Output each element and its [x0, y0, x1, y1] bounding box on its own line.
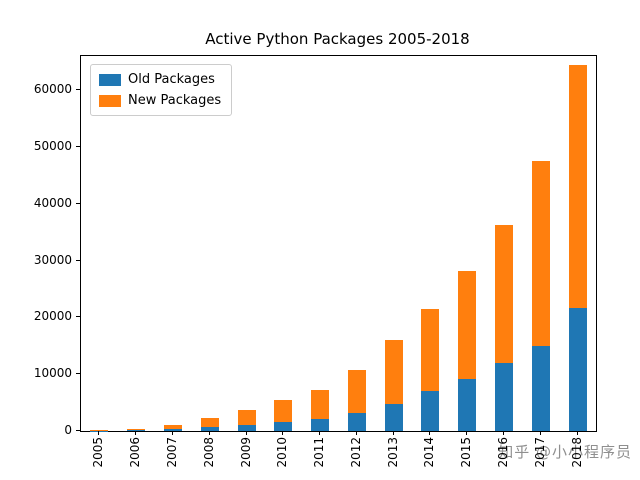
- legend: Old Packages New Packages: [90, 64, 233, 116]
- y-tick-mark: [76, 430, 80, 431]
- bar-2016-new: [495, 225, 514, 363]
- bar-2010-new: [274, 400, 293, 422]
- x-tick-mark: [503, 431, 505, 435]
- x-tick-label-2015: 2015: [459, 437, 474, 468]
- x-tick-mark: [319, 431, 321, 435]
- x-tick-label-2013: 2013: [385, 437, 400, 468]
- bar-2018-old: [568, 307, 587, 431]
- bar-2016-old: [495, 362, 514, 431]
- x-tick-label-2016: 2016: [496, 437, 511, 468]
- x-tick-label-2017: 2017: [532, 437, 547, 468]
- legend-label-new-packages: New Packages: [128, 93, 222, 108]
- x-tick-mark: [576, 431, 578, 435]
- x-tick-mark: [429, 431, 431, 435]
- legend-swatch-new-packages: [99, 94, 121, 107]
- bar-2008-old: [200, 427, 219, 431]
- y-tick-mark: [76, 145, 80, 147]
- y-tick-label-50000: 50000: [33, 138, 72, 153]
- chart-title: Active Python Packages 2005-2018: [205, 30, 470, 48]
- bar-2017-old: [531, 345, 550, 431]
- bar-2013-new: [384, 340, 403, 405]
- bar-2018-new: [568, 64, 587, 308]
- plot-area: Old Packages New Packages: [80, 55, 597, 432]
- bar-2010-old: [274, 421, 293, 431]
- bar-2015-new: [458, 271, 477, 380]
- legend-label-old-packages: Old Packages: [128, 72, 215, 87]
- bar-2014-old: [421, 391, 440, 431]
- x-tick-mark: [539, 431, 541, 435]
- bar-2012-old: [347, 412, 366, 431]
- bar-2017-new: [531, 161, 550, 346]
- bar-2009-old: [237, 425, 256, 431]
- x-tick-label-2009: 2009: [238, 437, 253, 468]
- x-tick-mark: [355, 431, 357, 435]
- x-tick-mark: [392, 431, 394, 435]
- legend-item-old-packages: Old Packages: [99, 72, 221, 87]
- x-tick-mark: [208, 431, 210, 435]
- x-tick-label-2010: 2010: [275, 437, 290, 468]
- bar-2013-old: [384, 404, 403, 431]
- y-tick-mark: [76, 89, 80, 91]
- bar-2006-old: [127, 430, 146, 431]
- bar-2009-new: [237, 410, 256, 426]
- x-tick-label-2005: 2005: [91, 437, 106, 468]
- y-tick-mark: [76, 316, 80, 318]
- x-tick-mark: [245, 431, 247, 435]
- x-tick-label-2007: 2007: [164, 437, 179, 468]
- x-tick-mark: [466, 431, 468, 435]
- watermark: 知乎 @小小程序员: [498, 443, 632, 461]
- bar-2007-new: [163, 424, 182, 429]
- y-tick-mark: [76, 202, 80, 204]
- legend-swatch-old-packages: [99, 73, 121, 86]
- bar-2011-new: [311, 390, 330, 419]
- x-tick-mark: [282, 431, 284, 435]
- bar-2012-new: [347, 369, 366, 413]
- y-tick-label-30000: 30000: [33, 252, 72, 267]
- y-tick-mark: [76, 373, 80, 375]
- bar-2011-old: [311, 418, 330, 431]
- y-tick-label-40000: 40000: [33, 195, 72, 210]
- bar-2006-new: [127, 428, 146, 431]
- bar-2007-old: [163, 428, 182, 431]
- x-tick-label-2012: 2012: [348, 437, 363, 468]
- y-tick-label-0: 0: [64, 423, 72, 437]
- bar-2014-new: [421, 309, 440, 392]
- x-tick-label-2018: 2018: [569, 437, 584, 468]
- x-tick-mark: [135, 431, 137, 435]
- x-tick-label-2006: 2006: [128, 437, 143, 468]
- y-tick-label-60000: 60000: [33, 82, 72, 97]
- bar-2015-old: [458, 379, 477, 431]
- y-tick-label-10000: 10000: [33, 366, 72, 381]
- x-tick-mark: [171, 431, 173, 435]
- x-tick-label-2011: 2011: [312, 437, 327, 468]
- y-tick-mark: [76, 259, 80, 261]
- x-tick-mark: [98, 431, 100, 435]
- y-tick-label-20000: 20000: [33, 309, 72, 324]
- legend-item-new-packages: New Packages: [99, 93, 221, 108]
- x-tick-label-2008: 2008: [201, 437, 216, 468]
- bar-2008-new: [200, 417, 219, 428]
- x-tick-label-2014: 2014: [422, 437, 437, 468]
